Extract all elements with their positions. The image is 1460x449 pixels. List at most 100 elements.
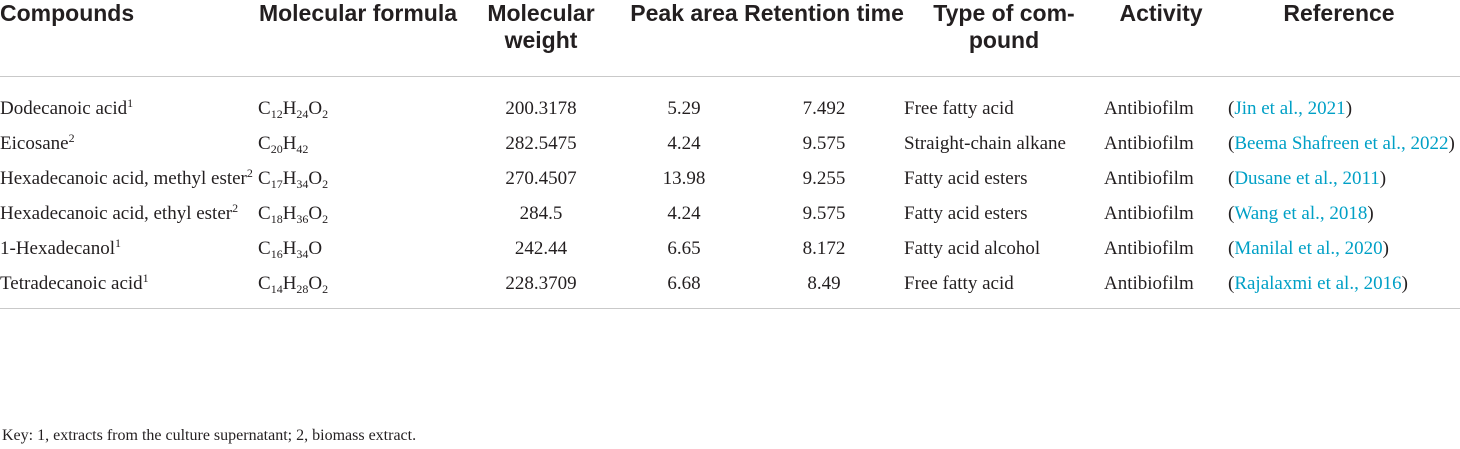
molecular-formula-cell: C20H42 (258, 129, 458, 164)
molecular-weight-cell: 242.44 (514, 238, 568, 259)
table-row: Dodecanoic acid1 C12H24O2 200.3178 5.29 7.49… (0, 77, 1460, 130)
compound-type-cell: Straight-chain alkane (904, 133, 1066, 154)
molecular-formula-cell: C17H34O2 (258, 164, 458, 199)
reference-cell: (Manilal et al., 2020) (1228, 238, 1389, 259)
reference-link[interactable]: Dusane et al., 2011 (1234, 168, 1380, 189)
compound-name: Eicosane (0, 133, 69, 154)
retention-time-cell: 9.575 (802, 133, 846, 154)
header-molecular-formula: Molecular formula (258, 0, 458, 77)
molecular-formula-cell: C16H34O (258, 234, 458, 269)
reference-link[interactable]: Wang et al., 2018 (1234, 203, 1368, 224)
retention-time-cell: 7.492 (802, 98, 846, 119)
reference-cell: (Beema Shafreen et al., 2022) (1228, 133, 1455, 154)
compound-note-marker: 1 (127, 96, 134, 110)
header-peak-area: Peak area (624, 0, 744, 77)
formula-element: O (308, 273, 323, 294)
compound-type-cell: Fatty acid esters (904, 168, 1028, 189)
header-molecular-weight: Molecular weight (458, 0, 624, 77)
compound-name-cell: Hexadecanoic acid, ethyl ester2 (0, 199, 258, 234)
table-key-footnote: Key: 1, extracts from the culture supern… (2, 427, 417, 444)
formula-element: C (258, 238, 271, 259)
molecular-formula-cell: C18H36O2 (258, 199, 458, 234)
reference-cell: (Rajalaxmi et al., 2016) (1218, 269, 1460, 309)
retention-time-cell: 8.172 (802, 238, 846, 259)
compound-note-marker: 2 (232, 201, 239, 215)
compound-name-cell: Hexadecanoic acid, methyl ester2 (0, 164, 258, 199)
header-activity: Activity (1104, 0, 1218, 77)
compound-name: Hexadecanoic acid, ethyl ester (0, 203, 233, 224)
activity-cell: Antibiofilm (1104, 203, 1194, 224)
formula-subscript: 14 (270, 282, 283, 296)
formula-element: C (258, 273, 271, 294)
formula-element: C (258, 203, 271, 224)
formula-subscript: 36 (296, 212, 309, 226)
formula-element: H (282, 273, 297, 294)
formula-element: O (308, 238, 323, 259)
compound-type-cell: Fatty acid alcohol (904, 238, 1041, 259)
formula-subscript: 2 (322, 212, 329, 226)
reference-cell: (Dusane et al., 2011) (1228, 168, 1387, 189)
retention-time-cell: 8.49 (744, 269, 904, 309)
table-row: Hexadecanoic acid, ethyl ester2 C18H36O2 2… (0, 199, 1460, 234)
compound-note-marker: 2 (68, 131, 75, 145)
compound-name-cell: Dodecanoic acid1 (0, 77, 258, 130)
compound-name-cell: Tetradecanoic acid1 (0, 269, 258, 309)
formula-subscript: 17 (270, 177, 283, 191)
molecular-weight-cell: 284.5 (519, 203, 563, 224)
reference-link[interactable]: Beema Shafreen et al., 2022 (1234, 133, 1449, 154)
peak-area-cell: 6.65 (667, 238, 701, 259)
formula-element: H (282, 168, 297, 189)
formula-element: H (282, 133, 297, 154)
reference-link[interactable]: Manilal et al., 2020 (1234, 238, 1383, 259)
compound-type-cell: Free fatty acid (904, 269, 1104, 309)
formula-subscript: 2 (322, 282, 329, 296)
compound-name: Dodecanoic acid (0, 98, 128, 119)
table-row: Tetradecanoic acid1 C14H28O2 228.3709 6.68 8… (0, 269, 1460, 309)
formula-subscript: 34 (296, 247, 309, 261)
peak-area-cell: 4.24 (667, 203, 701, 224)
compound-name-cell: Eicosane2 (0, 129, 258, 164)
formula-subscript: 2 (322, 107, 329, 121)
compound-note-marker: 1 (115, 236, 121, 250)
peak-area-cell: 6.68 (624, 269, 744, 309)
reference-link[interactable]: Jin et al., 2021 (1234, 98, 1346, 119)
reference-cell: (Wang et al., 2018) (1228, 203, 1374, 224)
activity-cell: Antibiofilm (1104, 98, 1194, 119)
formula-subscript: 12 (270, 107, 283, 121)
activity-cell: Antibiofilm (1104, 238, 1194, 259)
molecular-weight-cell: 228.3709 (458, 269, 624, 309)
retention-time-cell: 9.575 (802, 203, 846, 224)
formula-element: H (282, 238, 297, 259)
formula-element: O (308, 203, 323, 224)
formula-element: H (282, 203, 297, 224)
activity-cell: Antibiofilm (1104, 133, 1194, 154)
compound-name: Tetradecanoic acid (0, 273, 143, 294)
molecular-weight-cell: 282.5475 (505, 133, 577, 154)
compound-note-marker: 2 (246, 166, 253, 180)
retention-time-cell: 9.255 (802, 168, 846, 189)
header-row: Compounds Molecular formula Molecular we… (0, 0, 1460, 77)
reference-cell: (Jin et al., 2021) (1228, 98, 1353, 119)
formula-subscript: 16 (270, 247, 283, 261)
compound-name-cell: 1-Hexadecanol1 (0, 234, 258, 269)
formula-subscript: 24 (296, 107, 309, 121)
formula-subscript: 18 (270, 212, 283, 226)
formula-element: O (308, 168, 323, 189)
peak-area-cell: 5.29 (667, 98, 701, 119)
table-row: Hexadecanoic acid, methyl ester2 C17H34O2… (0, 164, 1460, 199)
formula-subscript: 42 (296, 142, 309, 156)
formula-subscript: 2 (322, 177, 329, 191)
header-retention-time: Retention time (744, 0, 904, 77)
reference-link[interactable]: Rajalaxmi et al., 2016 (1234, 273, 1402, 294)
table-row: Eicosane2 C20H42 282.5475 4.24 9.575 Straight… (0, 129, 1460, 164)
formula-subscript: 20 (270, 142, 283, 156)
formula-element: C (258, 133, 271, 154)
formula-element: C (258, 168, 271, 189)
activity-cell: Antibiofilm (1104, 269, 1218, 309)
header-compounds: Compounds (0, 0, 258, 77)
compound-type-cell: Free fatty acid (904, 98, 1014, 119)
header-type-of-compound: Type of com- pound (904, 0, 1104, 77)
molecular-weight-cell: 270.4507 (505, 168, 577, 189)
activity-cell: Antibiofilm (1104, 168, 1194, 189)
